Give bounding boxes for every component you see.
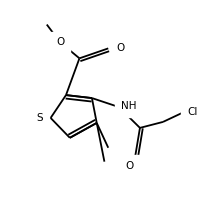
Text: O: O xyxy=(56,37,64,48)
Text: O: O xyxy=(125,161,134,171)
Text: NH: NH xyxy=(121,101,136,111)
Text: S: S xyxy=(36,113,43,123)
Text: Cl: Cl xyxy=(187,107,197,117)
Text: O: O xyxy=(116,43,124,53)
